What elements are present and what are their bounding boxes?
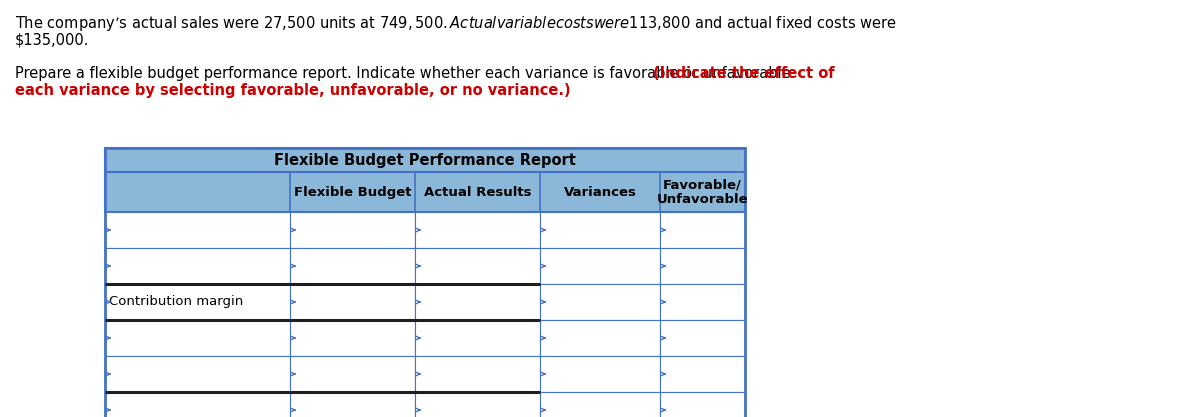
Bar — [290, 248, 415, 284]
Bar — [106, 320, 290, 356]
Bar — [540, 212, 660, 248]
Bar — [290, 284, 415, 320]
Bar — [660, 356, 745, 392]
Bar — [106, 148, 745, 417]
Bar — [415, 320, 540, 356]
Text: The company’s actual sales were 27,500 units at $749,500. Actual variable costs : The company’s actual sales were 27,500 u… — [14, 14, 896, 33]
Text: each variance by selecting favorable, unfavorable, or no variance.): each variance by selecting favorable, un… — [14, 83, 571, 98]
Bar — [106, 172, 745, 212]
Bar — [106, 212, 290, 248]
Text: $135,000.: $135,000. — [14, 32, 90, 47]
Text: Actual Results: Actual Results — [424, 186, 532, 198]
Bar — [106, 248, 290, 284]
Bar — [106, 392, 290, 417]
Bar — [660, 320, 745, 356]
Bar — [660, 248, 745, 284]
Bar — [540, 248, 660, 284]
Bar — [415, 284, 540, 320]
Bar — [660, 284, 745, 320]
Bar — [660, 392, 745, 417]
Bar — [290, 320, 415, 356]
Bar — [106, 148, 745, 172]
Bar — [106, 284, 290, 320]
Bar — [415, 248, 540, 284]
Bar — [540, 356, 660, 392]
Bar — [540, 392, 660, 417]
Bar — [415, 356, 540, 392]
Bar — [660, 212, 745, 248]
Text: (Indicate the effect of: (Indicate the effect of — [653, 66, 835, 81]
Bar — [415, 212, 540, 248]
Bar — [290, 356, 415, 392]
Bar — [290, 392, 415, 417]
Bar — [106, 356, 290, 392]
Text: Contribution margin: Contribution margin — [109, 296, 244, 309]
Bar — [540, 284, 660, 320]
Bar — [290, 212, 415, 248]
Bar — [540, 320, 660, 356]
Text: Variances: Variances — [564, 186, 636, 198]
Bar — [415, 392, 540, 417]
Text: Flexible Budget: Flexible Budget — [294, 186, 412, 198]
Text: Prepare a flexible budget performance report. Indicate whether each variance is : Prepare a flexible budget performance re… — [14, 66, 800, 81]
Text: Flexible Budget Performance Report: Flexible Budget Performance Report — [274, 153, 576, 168]
Text: Favorable/
Unfavorable: Favorable/ Unfavorable — [656, 178, 749, 206]
